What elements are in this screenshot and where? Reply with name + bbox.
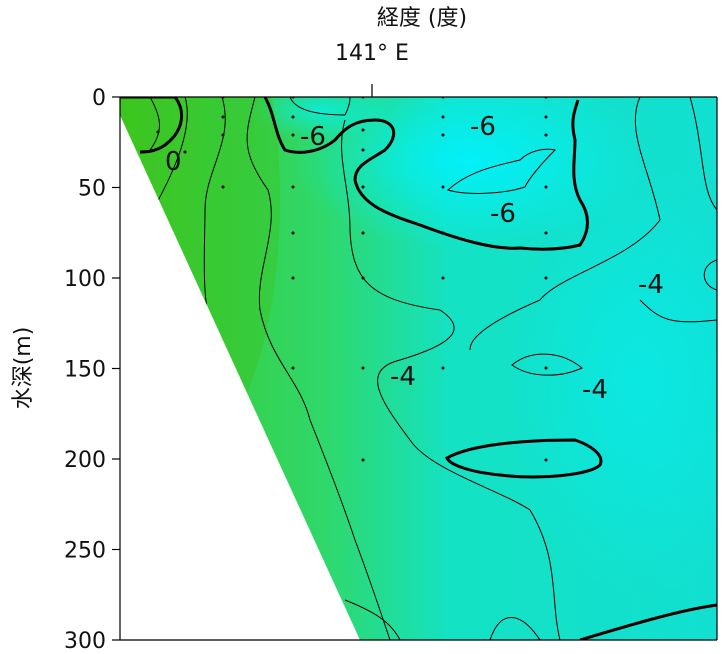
contour-line xyxy=(689,97,717,211)
contour-line xyxy=(149,97,160,151)
sample-dot xyxy=(544,276,548,280)
sample-dot xyxy=(291,133,295,137)
y-axis-title: 水深(m) xyxy=(11,327,36,410)
sample-dot xyxy=(361,231,365,235)
y-tick-label: 250 xyxy=(64,539,106,564)
sample-dot xyxy=(183,150,187,154)
contour-line xyxy=(639,299,717,323)
sample-dot xyxy=(544,366,548,370)
y-axis-ticks: 0 50 100 150 200 250 300 xyxy=(64,86,120,654)
x-axis-title: 経度 (度) xyxy=(377,6,467,31)
sample-dot xyxy=(544,133,548,137)
sample-dot xyxy=(544,231,548,235)
contour-line-0 xyxy=(120,97,184,154)
contour-label-minus4-a: -4 xyxy=(638,270,664,300)
sample-dot xyxy=(361,276,365,280)
sample-dot xyxy=(441,115,445,119)
contour-label-minus4-b: -4 xyxy=(390,362,416,392)
sample-dot xyxy=(221,97,225,99)
sample-dot xyxy=(441,276,445,280)
contour-line xyxy=(203,97,226,346)
sample-dot xyxy=(441,133,445,137)
sample-dot xyxy=(441,185,445,189)
sample-dot xyxy=(221,133,225,137)
sample-dot xyxy=(291,97,295,99)
contour-line xyxy=(511,353,583,376)
sample-dot xyxy=(361,458,365,462)
sample-dot xyxy=(291,366,295,370)
sample-dot xyxy=(361,148,365,152)
y-tick-label: 100 xyxy=(64,267,106,292)
contour-line xyxy=(341,119,561,640)
contour-line-6 xyxy=(263,97,589,251)
contour-line xyxy=(703,259,717,291)
sample-dot xyxy=(361,128,365,132)
y-tick-label: 50 xyxy=(78,177,106,202)
contour-line xyxy=(579,603,717,640)
y-tick-label: 150 xyxy=(64,358,106,383)
sample-dot xyxy=(361,185,365,189)
contour-label-minus6-b: -6 xyxy=(470,112,496,142)
contour-line-4 xyxy=(445,438,603,479)
sample-dots xyxy=(156,97,548,462)
sample-dot xyxy=(156,130,160,134)
sample-dot xyxy=(361,366,365,370)
contour-line xyxy=(469,97,661,351)
sample-dot xyxy=(291,185,295,189)
thick-contours xyxy=(120,97,717,640)
contour-labels: 0 -6 -6 -6 -4 -4 -4 xyxy=(165,112,664,405)
contour-line xyxy=(246,97,391,640)
sample-dot xyxy=(291,231,295,235)
sample-dot xyxy=(291,115,295,119)
y-tick-label: 300 xyxy=(64,629,106,654)
sample-dot xyxy=(361,97,365,99)
sample-dot xyxy=(441,366,445,370)
contour-line xyxy=(489,617,541,640)
sample-dot xyxy=(544,115,548,119)
sample-dot xyxy=(221,115,225,119)
sample-dot xyxy=(441,231,445,235)
sample-dot xyxy=(221,185,225,189)
contour-label-minus6-a: -6 xyxy=(300,122,326,152)
contour-label-0: 0 xyxy=(165,147,182,177)
contour-label-minus4-c: -4 xyxy=(582,375,608,405)
sample-dot xyxy=(544,185,548,189)
contour-label-minus6-c: -6 xyxy=(490,199,516,229)
sample-dot xyxy=(291,276,295,280)
sample-dot xyxy=(441,97,445,99)
sample-dot xyxy=(544,458,548,462)
x-tick-label: 141° E xyxy=(335,41,409,66)
y-tick-label: 200 xyxy=(64,448,106,473)
sample-dot xyxy=(544,97,548,99)
contour-line xyxy=(447,148,557,194)
y-tick-label: 0 xyxy=(92,86,106,111)
contour-line xyxy=(344,599,401,640)
contour-line xyxy=(289,97,351,116)
